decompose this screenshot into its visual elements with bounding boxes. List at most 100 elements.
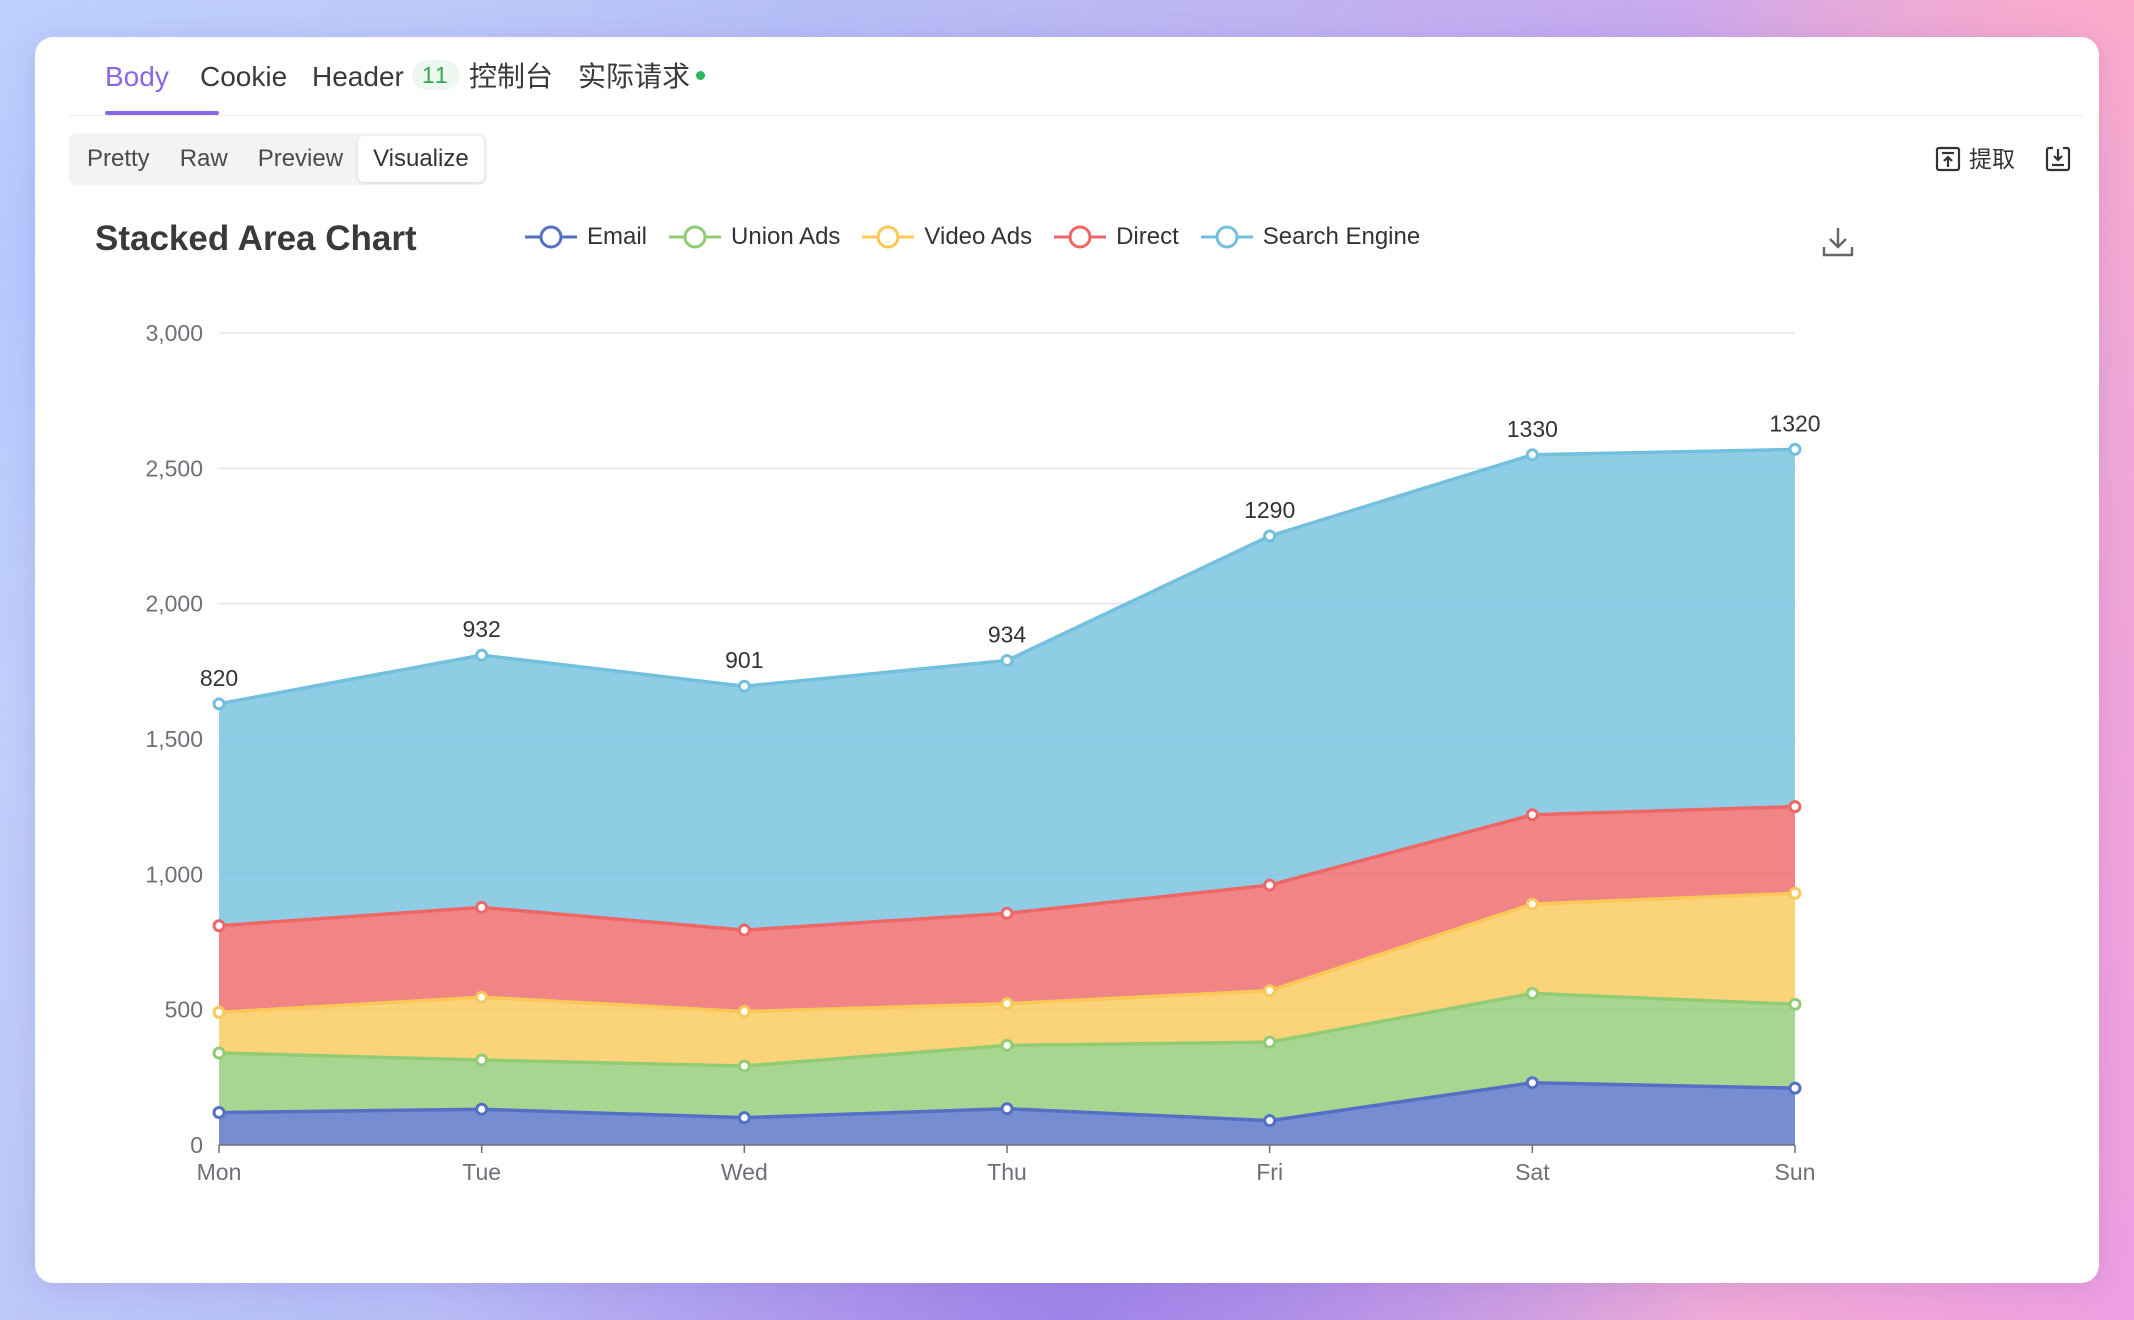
point-email bbox=[212, 1106, 226, 1120]
legend-union-ads-marker bbox=[669, 225, 722, 249]
tab-console[interactable]: 控制台 bbox=[469, 57, 553, 97]
point-direct bbox=[1000, 906, 1014, 920]
y-tick-label: 2,500 bbox=[145, 455, 203, 481]
point-search-engine bbox=[1788, 442, 1802, 456]
legend-item-email[interactable]: Email bbox=[525, 219, 647, 255]
point-video-ads bbox=[475, 990, 489, 1004]
point-union-ads bbox=[1000, 1038, 1014, 1052]
y-tick-label: 1,000 bbox=[145, 861, 203, 887]
legend-email-marker bbox=[525, 225, 577, 249]
point-email bbox=[475, 1102, 489, 1116]
tab-header-label: Header bbox=[312, 61, 404, 92]
download-chart-button[interactable] bbox=[1821, 225, 1855, 264]
point-union-ads bbox=[1263, 1035, 1277, 1049]
point-union-ads bbox=[737, 1059, 751, 1073]
data-label: 1290 bbox=[1244, 497, 1295, 523]
point-direct bbox=[737, 923, 751, 937]
chart-title: Stacked Area Chart bbox=[95, 219, 417, 258]
view-mode-preview[interactable]: Preview bbox=[257, 145, 344, 172]
point-email bbox=[1788, 1081, 1802, 1095]
data-label: 932 bbox=[462, 616, 500, 642]
point-direct bbox=[1525, 808, 1539, 822]
view-mode-visualize[interactable]: Visualize bbox=[358, 136, 484, 182]
active-tab-indicator bbox=[105, 111, 219, 115]
legend-item-video-ads[interactable]: Video Ads bbox=[862, 219, 1032, 255]
point-video-ads bbox=[1263, 984, 1277, 998]
legend-search-engine-marker bbox=[1200, 225, 1253, 249]
view-mode-switch: Pretty Raw Preview Visualize bbox=[69, 133, 487, 185]
tab-cookie-label: Cookie bbox=[200, 61, 288, 92]
point-search-engine bbox=[1263, 529, 1277, 543]
point-union-ads bbox=[475, 1053, 489, 1067]
point-search-engine bbox=[737, 679, 751, 693]
legend-item-direct[interactable]: Direct bbox=[1054, 219, 1179, 255]
x-tick-label: Wed bbox=[721, 1159, 768, 1185]
point-direct bbox=[475, 900, 489, 914]
area-search-engine bbox=[219, 449, 1795, 931]
extract-icon bbox=[1935, 146, 1961, 172]
extract-label: 提取 bbox=[1969, 146, 2015, 172]
point-direct bbox=[212, 919, 226, 933]
view-mode-raw[interactable]: Raw bbox=[179, 145, 228, 172]
point-video-ads bbox=[737, 1005, 751, 1019]
legend-search-engine-label: Search Engine bbox=[1262, 223, 1421, 250]
point-email bbox=[1000, 1102, 1014, 1116]
y-tick-label: 2,000 bbox=[145, 591, 203, 617]
x-tick-label: Sun bbox=[1775, 1159, 1816, 1185]
tab-body-label: Body bbox=[105, 61, 169, 92]
point-search-engine bbox=[1525, 448, 1539, 462]
point-email bbox=[1263, 1114, 1277, 1128]
legend-video-ads-marker bbox=[862, 225, 915, 249]
point-direct bbox=[1263, 878, 1277, 892]
tab-body[interactable]: Body bbox=[105, 57, 169, 97]
data-label: 1320 bbox=[1769, 410, 1820, 436]
chart-legend: Email Union Ads Video Ads Direct Search … bbox=[525, 219, 1442, 255]
x-tick-label: Tue bbox=[462, 1159, 501, 1185]
y-tick-label: 0 bbox=[190, 1132, 203, 1158]
y-tick-label: 1,500 bbox=[145, 726, 203, 752]
download-icon bbox=[1822, 228, 1854, 257]
data-label: 901 bbox=[725, 647, 763, 673]
x-tick-label: Fri bbox=[1256, 1159, 1283, 1185]
point-video-ads bbox=[1788, 886, 1802, 900]
point-direct bbox=[1788, 800, 1802, 814]
x-tick-label: Thu bbox=[987, 1159, 1027, 1185]
legend-item-search-engine[interactable]: Search Engine bbox=[1200, 219, 1421, 255]
legend-direct-label: Direct bbox=[1116, 223, 1179, 250]
data-label: 820 bbox=[200, 665, 238, 691]
legend-direct-marker bbox=[1054, 225, 1107, 249]
point-union-ads bbox=[212, 1046, 226, 1060]
tab-console-label: 控制台 bbox=[469, 61, 554, 92]
tab-header[interactable]: Header 11 bbox=[312, 57, 460, 97]
point-search-engine bbox=[212, 697, 226, 711]
data-label: 934 bbox=[988, 622, 1027, 648]
point-union-ads bbox=[1788, 997, 1802, 1011]
point-search-engine bbox=[475, 648, 489, 662]
stacked-area-chart: 0 500 1,000 1,500 2,000 2,500 3,000 820 932 901 93… bbox=[145, 320, 1820, 1185]
point-email bbox=[737, 1111, 751, 1125]
status-dot bbox=[696, 71, 706, 80]
point-search-engine bbox=[1000, 654, 1014, 668]
point-email bbox=[1525, 1076, 1539, 1090]
point-video-ads bbox=[212, 1005, 226, 1019]
legend-item-union-ads[interactable]: Union Ads bbox=[669, 219, 840, 255]
y-tick-label: 3,000 bbox=[145, 320, 203, 346]
x-tick-label: Sat bbox=[1515, 1159, 1550, 1185]
data-label: 1330 bbox=[1507, 416, 1558, 442]
response-tabs: Body Cookie Header 11 控制台 实际请求 bbox=[69, 37, 2083, 116]
point-union-ads bbox=[1525, 986, 1539, 1000]
extract-button[interactable]: 提取 bbox=[1935, 141, 2015, 177]
tab-actual-request[interactable]: 实际请求 bbox=[578, 57, 706, 97]
point-video-ads bbox=[1525, 897, 1539, 911]
legend-union-ads-label: Union Ads bbox=[731, 223, 841, 250]
save-button[interactable] bbox=[2045, 141, 2071, 177]
area-direct bbox=[219, 806, 1795, 1013]
tab-cookie[interactable]: Cookie bbox=[200, 57, 287, 97]
save-icon bbox=[2045, 146, 2071, 172]
legend-video-ads-label: Video Ads bbox=[924, 223, 1033, 250]
legend-email-label: Email bbox=[587, 223, 648, 250]
view-mode-pretty[interactable]: Pretty bbox=[87, 145, 150, 172]
y-tick-label: 500 bbox=[165, 997, 203, 1023]
response-panel: Body Cookie Header 11 控制台 实际请求 Pretty Raw… bbox=[35, 37, 2099, 1283]
point-video-ads bbox=[1000, 997, 1014, 1011]
